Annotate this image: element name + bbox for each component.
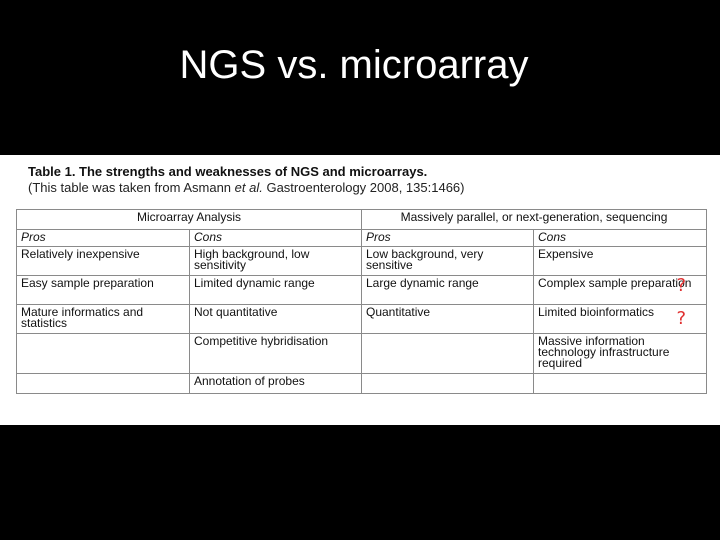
- table-cell: Low background, very sensitive: [361, 246, 534, 276]
- table-cell: [361, 373, 534, 394]
- subheader-cell: Cons: [189, 229, 362, 247]
- table-row: Annotation of probes: [16, 373, 707, 394]
- table-cell: [16, 333, 190, 374]
- table-cell: Expensive: [533, 246, 707, 276]
- table-cell: [533, 373, 707, 394]
- table-cell: High background, low sensitivity: [189, 246, 362, 276]
- table-cell-text: Complex sample preparation: [538, 276, 692, 290]
- subheader-cell: Pros: [361, 229, 534, 247]
- group-header-row: Microarray Analysis Massively parallel, …: [16, 209, 707, 230]
- comparison-table: Microarray Analysis Massively parallel, …: [16, 209, 707, 394]
- question-mark-annotation: ?: [676, 275, 686, 296]
- table-cell: Limited dynamic range: [189, 275, 362, 305]
- table-cell: Quantitative: [361, 304, 534, 334]
- table-row: Relatively inexpensive High background, …: [16, 246, 707, 276]
- table-cell: Competitive hybridisation: [189, 333, 362, 374]
- group-header-microarray: Microarray Analysis: [16, 209, 362, 230]
- table-cell: Not quantitative: [189, 304, 362, 334]
- table-cell: Easy sample preparation: [16, 275, 190, 305]
- caption-title: Table 1. The strengths and weaknesses of…: [28, 164, 428, 179]
- table-cell: Relatively inexpensive: [16, 246, 190, 276]
- subheader-cell: Cons: [533, 229, 707, 247]
- table-caption: Table 1. The strengths and weaknesses of…: [28, 164, 464, 196]
- table-cell: Complex sample preparation?: [533, 275, 707, 305]
- table-row: Mature informatics and statistics Not qu…: [16, 304, 707, 334]
- caption-source-post: Gastroenterology 2008, 135:1466): [262, 180, 465, 195]
- question-mark-annotation: ?: [676, 308, 686, 329]
- table-cell: Large dynamic range: [361, 275, 534, 305]
- subheader-row: Pros Cons Pros Cons: [16, 229, 707, 247]
- subheader-cell: Pros: [16, 229, 190, 247]
- slide-title: NGS vs. microarray: [179, 43, 529, 87]
- table-cell: [16, 373, 190, 394]
- table-cell-text: Limited bioinformatics: [538, 305, 655, 319]
- caption-source: (This table was taken from Asmann et al.…: [28, 180, 464, 196]
- document-panel: Table 1. The strengths and weaknesses of…: [0, 155, 720, 425]
- caption-source-pre: (This table was taken from Asmann: [28, 180, 235, 195]
- table-cell: Massive information technology infrastru…: [533, 333, 707, 374]
- group-header-ngs: Massively parallel, or next-generation, …: [361, 209, 707, 230]
- table-row: Competitive hybridisation Massive inform…: [16, 333, 707, 374]
- caption-source-italic: et al.: [234, 180, 263, 195]
- table-cell: Annotation of probes: [189, 373, 362, 394]
- table-cell: Limited bioinformatics?: [533, 304, 707, 334]
- table-row: Easy sample preparation Limited dynamic …: [16, 275, 707, 305]
- table-cell: Mature informatics and statistics: [16, 304, 190, 334]
- table-cell: [361, 333, 534, 374]
